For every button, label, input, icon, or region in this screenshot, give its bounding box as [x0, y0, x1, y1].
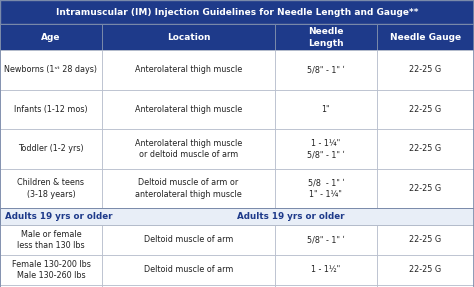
Text: Female 130-200 lbs
Male 130-260 lbs: Female 130-200 lbs Male 130-260 lbs — [11, 260, 91, 280]
Text: 22-25 G: 22-25 G — [410, 265, 441, 274]
Text: 5/8" - 1" ʹ: 5/8" - 1" ʹ — [307, 65, 345, 74]
Bar — [275, 225, 377, 255]
Text: Deltoid muscle of arm: Deltoid muscle of arm — [144, 265, 233, 274]
Text: Male or female
less than 130 lbs: Male or female less than 130 lbs — [17, 230, 85, 250]
Bar — [377, 168, 474, 208]
Text: Deltoid muscle of arm: Deltoid muscle of arm — [144, 235, 233, 244]
Bar — [0, 50, 102, 90]
Text: 22-25 G: 22-25 G — [410, 105, 441, 114]
Text: Anterolateral thigh muscle
or deltoid muscle of arm: Anterolateral thigh muscle or deltoid mu… — [135, 139, 242, 159]
Bar — [0, 225, 102, 255]
Text: 5/8  - 1" ʹ
1" - 1¼": 5/8 - 1" ʹ 1" - 1¼" — [308, 178, 344, 199]
Text: Needle Gauge: Needle Gauge — [390, 33, 461, 42]
Bar — [0, 255, 102, 285]
Text: 22-25 G: 22-25 G — [410, 65, 441, 74]
Bar — [102, 225, 275, 255]
Text: Children & teens
(3-18 years): Children & teens (3-18 years) — [18, 178, 84, 199]
Bar — [0, 285, 102, 287]
Bar — [377, 129, 474, 168]
Bar — [377, 255, 474, 285]
Bar — [102, 50, 275, 90]
Bar — [0, 168, 102, 208]
Bar — [102, 129, 275, 168]
Bar — [275, 129, 377, 168]
Text: Age: Age — [41, 33, 61, 42]
Text: 22-25 G: 22-25 G — [410, 184, 441, 193]
Text: 1 - 1½": 1 - 1½" — [311, 265, 340, 274]
Bar — [275, 168, 377, 208]
Text: Infants (1-12 mos): Infants (1-12 mos) — [14, 105, 88, 114]
Bar — [275, 50, 377, 90]
Bar — [0, 90, 102, 129]
Bar — [275, 90, 377, 129]
Text: Toddler (1-2 yrs): Toddler (1-2 yrs) — [18, 144, 84, 153]
Bar — [275, 255, 377, 285]
Bar — [377, 90, 474, 129]
Bar — [377, 225, 474, 255]
Bar — [102, 24, 275, 50]
Bar — [0, 208, 474, 225]
Text: Deltoid muscle of arm or
anterolateral thigh muscle: Deltoid muscle of arm or anterolateral t… — [135, 178, 242, 199]
Text: Newborns (1ˢᵗ 28 days): Newborns (1ˢᵗ 28 days) — [4, 65, 98, 74]
Bar — [102, 168, 275, 208]
Bar — [377, 285, 474, 287]
Text: Intramuscular (IM) Injection Guidelines for Needle Length and Gauge**: Intramuscular (IM) Injection Guidelines … — [56, 8, 418, 17]
Text: 22-25 G: 22-25 G — [410, 235, 441, 244]
Bar — [0, 129, 102, 168]
Bar — [102, 285, 275, 287]
Bar — [275, 285, 377, 287]
Text: Anterolateral thigh muscle: Anterolateral thigh muscle — [135, 65, 242, 74]
Text: Anterolateral thigh muscle: Anterolateral thigh muscle — [135, 105, 242, 114]
Bar — [377, 50, 474, 90]
Text: Location: Location — [167, 33, 210, 42]
Bar — [275, 24, 377, 50]
Bar — [102, 255, 275, 285]
Text: 1 - 1¼"
5/8" - 1" ʹ: 1 - 1¼" 5/8" - 1" ʹ — [307, 139, 345, 159]
Bar — [0, 24, 102, 50]
Text: 22-25 G: 22-25 G — [410, 144, 441, 153]
Text: 1": 1" — [321, 105, 330, 114]
Bar — [0, 0, 474, 24]
Bar — [102, 90, 275, 129]
Text: Needle
Length: Needle Length — [308, 27, 344, 48]
Text: 5/8" - 1" ʹ: 5/8" - 1" ʹ — [307, 235, 345, 244]
Bar — [377, 24, 474, 50]
Text: Adults 19 yrs or older: Adults 19 yrs or older — [5, 212, 112, 221]
Text: Adults 19 yrs or older: Adults 19 yrs or older — [237, 212, 345, 221]
